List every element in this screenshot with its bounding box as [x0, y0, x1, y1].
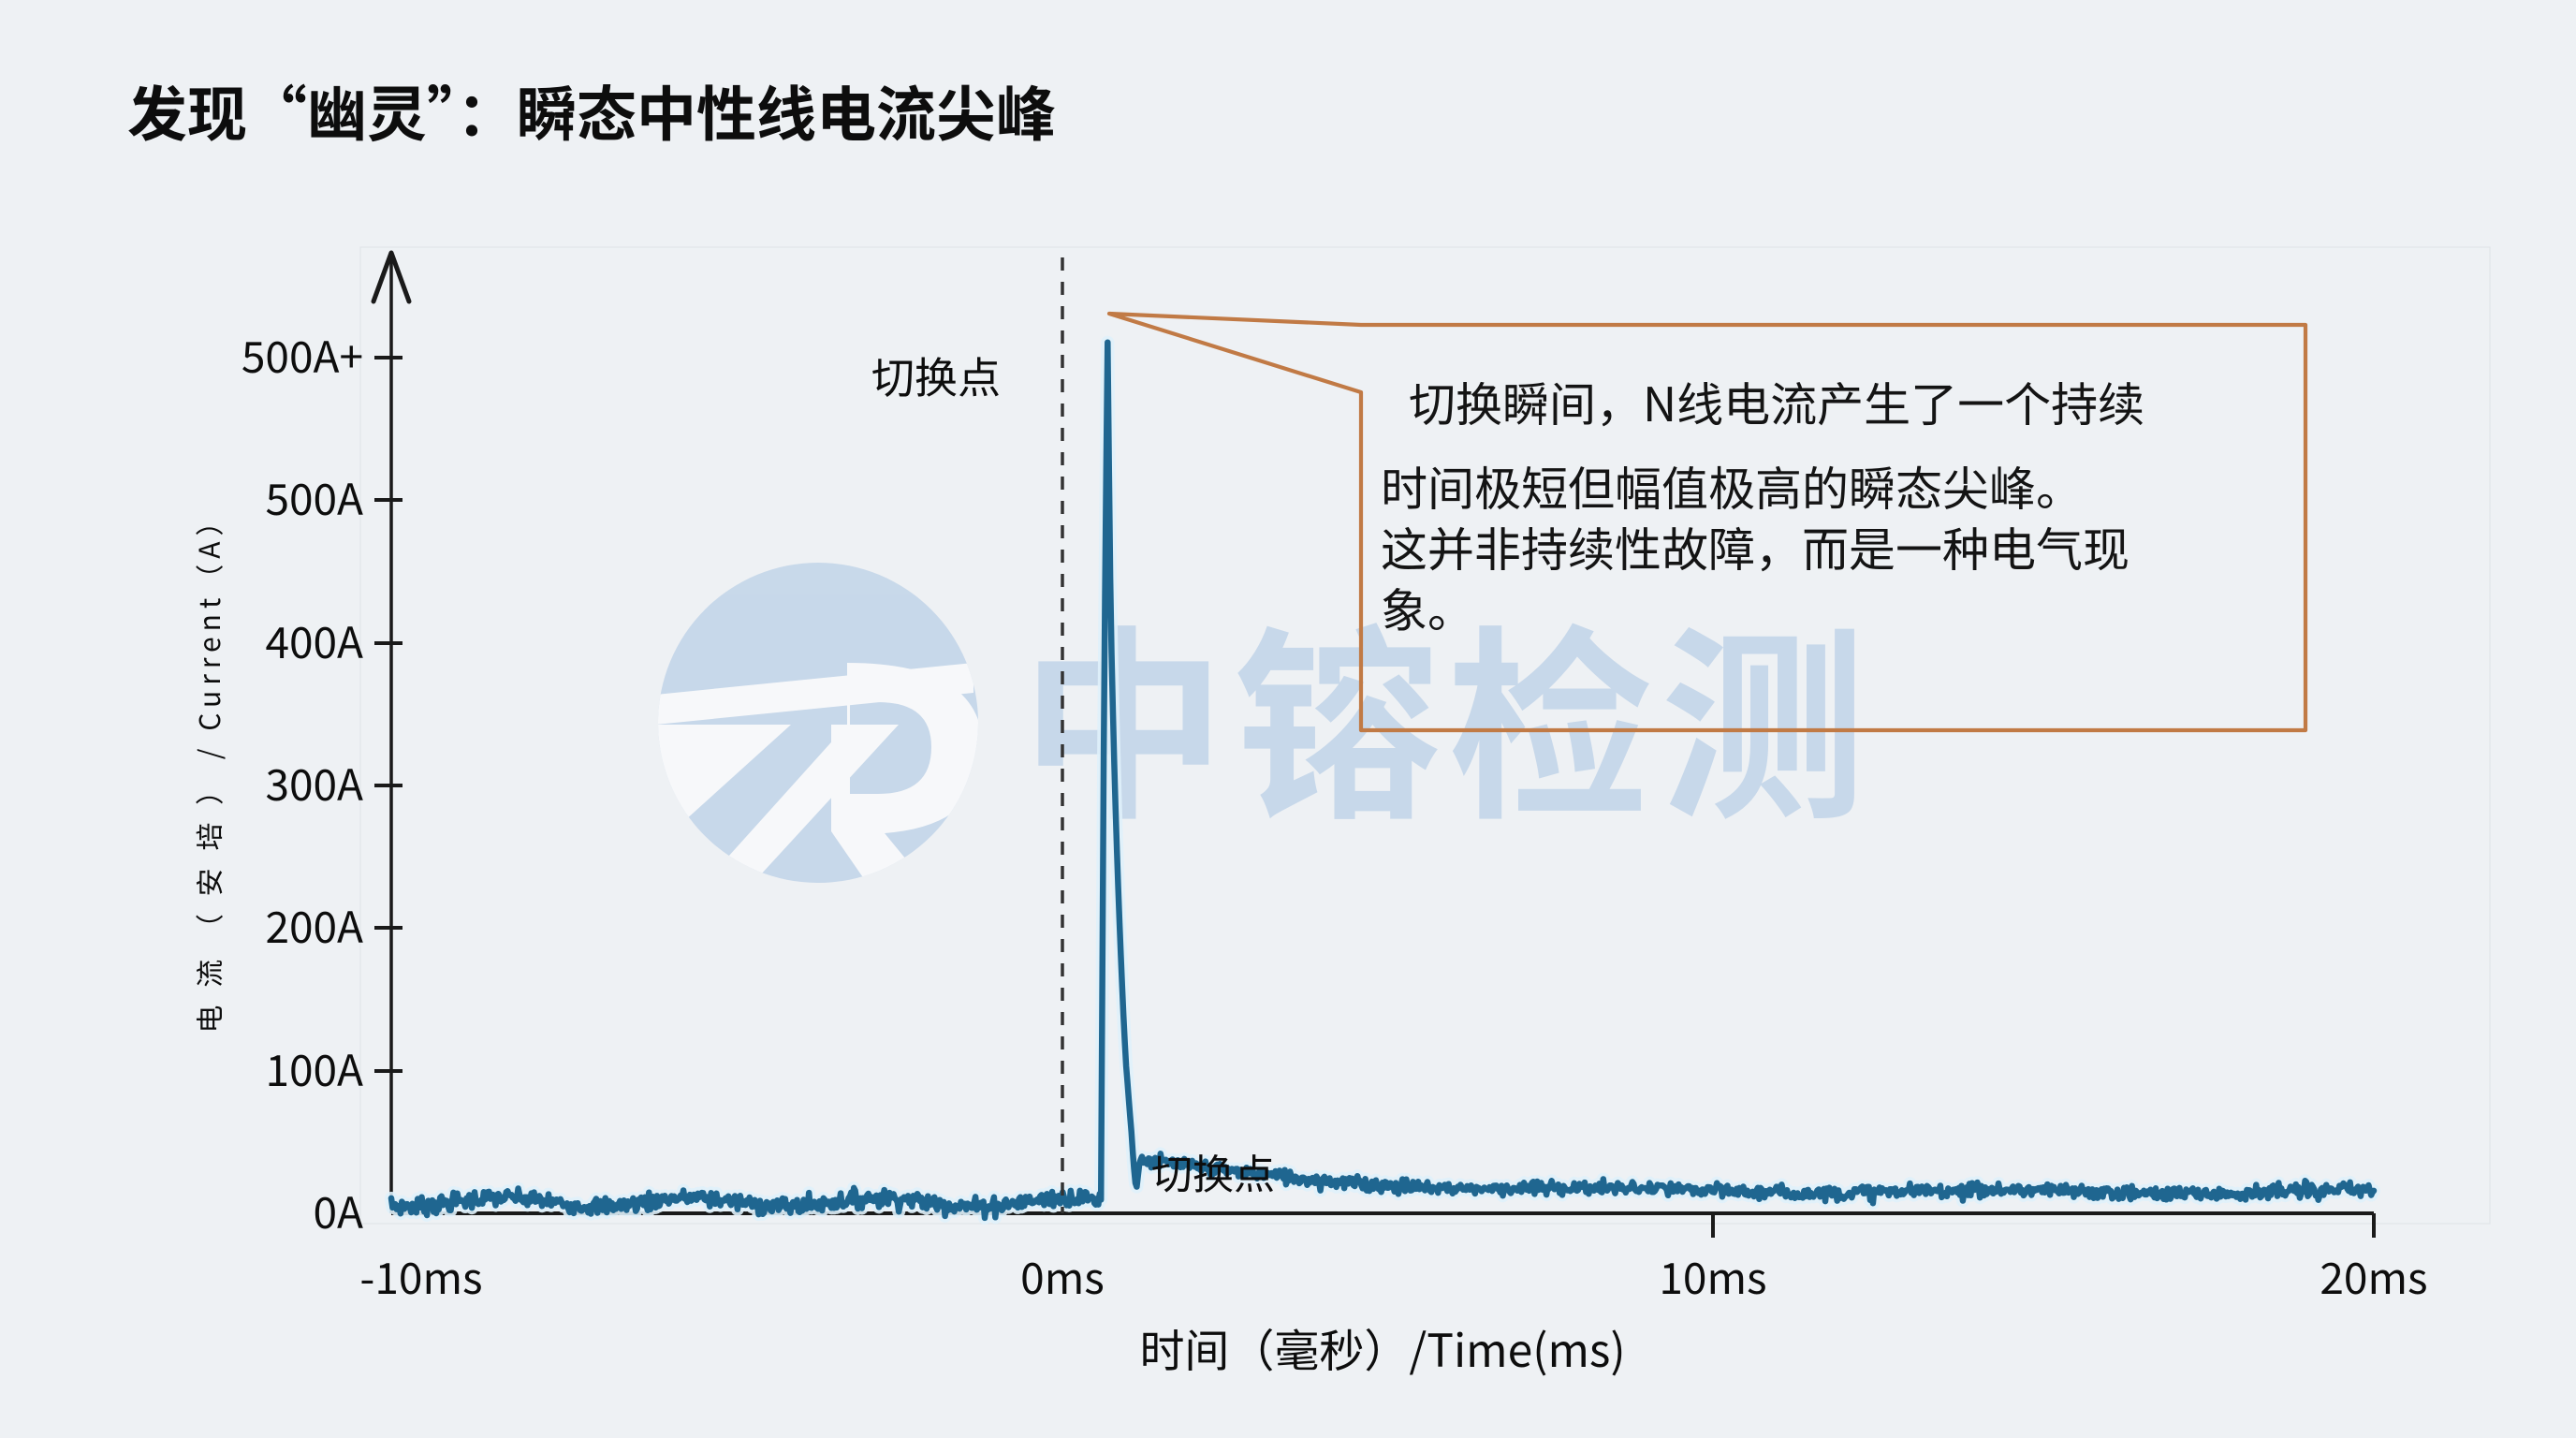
svg-text:200A: 200A — [265, 894, 363, 956]
svg-text:切换瞬间，N线电流产生了一个持续: 切换瞬间，N线电流产生了一个持续 — [1409, 368, 2144, 435]
svg-text:象。: 象。 — [1381, 574, 1474, 641]
svg-text:100A: 100A — [265, 1037, 363, 1099]
svg-text:300A: 300A — [265, 752, 363, 814]
svg-text:20ms: 20ms — [2320, 1245, 2427, 1307]
svg-text:时间极短但幅值极高的瞬态尖峰。: 时间极短但幅值极高的瞬态尖峰。 — [1381, 452, 2083, 520]
svg-text:400A: 400A — [265, 609, 363, 671]
svg-text:时间（毫秒）/Time(ms): 时间（毫秒）/Time(ms) — [1139, 1314, 1625, 1380]
svg-text:切换点: 切换点 — [1151, 1141, 1275, 1201]
svg-text:500A: 500A — [265, 466, 363, 528]
svg-text:0ms: 0ms — [1020, 1245, 1105, 1307]
svg-text:这并非持续性故障，而是一种电气现: 这并非持续性故障，而是一种电气现 — [1381, 513, 2130, 580]
svg-text:0A: 0A — [314, 1180, 364, 1241]
svg-text:切换点: 切换点 — [871, 345, 1001, 406]
svg-text:10ms: 10ms — [1659, 1245, 1766, 1307]
svg-text:-10ms: -10ms — [359, 1245, 482, 1307]
svg-text:500A+: 500A+ — [242, 324, 363, 386]
svg-text:电 流 （ 安 培 ） / Current（A）: 电 流 （ 安 培 ） / Current（A） — [187, 502, 228, 1033]
